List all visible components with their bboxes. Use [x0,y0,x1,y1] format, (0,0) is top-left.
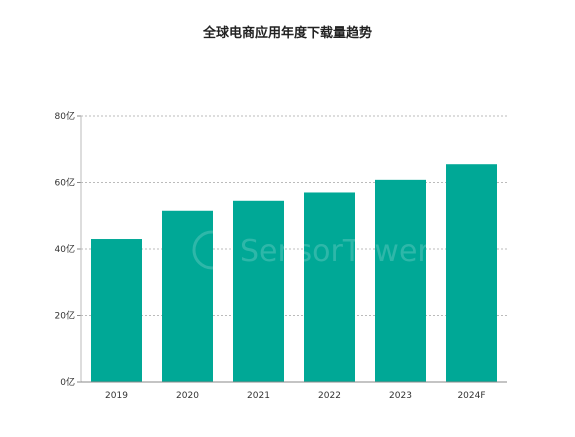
y-tick-label: 80亿 [55,110,75,122]
watermark: SensorTower [192,230,430,270]
bar-2020 [162,210,213,382]
watermark-logo-icon [192,230,232,270]
y-tick-label: 0亿 [60,376,75,388]
x-tick-label: 2021 [247,391,270,401]
axes [80,116,507,383]
y-tick-label: 40亿 [55,243,75,255]
x-tick-label: 2020 [176,391,199,401]
bars [91,164,497,382]
watermark-text: SensorTower [240,234,430,269]
chart-title: 全球电商应用年度下载量趋势 [202,26,372,41]
y-tick-labels: 0亿 20亿 40亿 60亿 80亿 [55,110,75,388]
x-tick-label: 2019 [105,391,128,401]
x-tick-label: 2024F [457,391,485,401]
bar-2023 [375,179,426,382]
gridlines [77,115,507,383]
x-tick-labels: 2019 2020 2021 2022 2023 2024F [105,391,486,401]
bar-2021 [233,200,284,382]
x-tick-label: 2023 [389,391,412,401]
y-tick-label: 60亿 [55,177,75,189]
bar-2024F [446,164,497,382]
y-tick-label: 20亿 [55,310,75,322]
bar-2019 [91,239,142,382]
bar-2022 [304,192,355,382]
x-tick-label: 2022 [318,391,341,401]
